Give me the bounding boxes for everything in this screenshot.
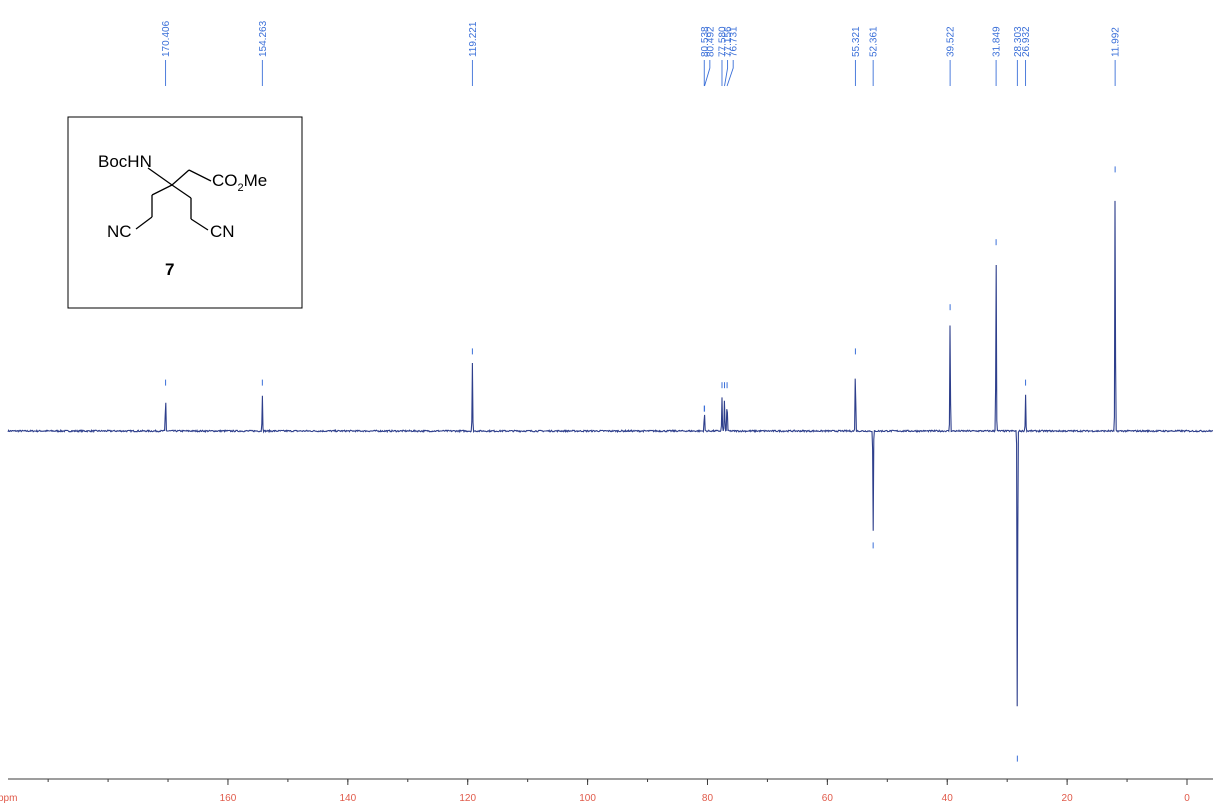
x-tick-label-20: 20 — [1062, 793, 1074, 804]
peak-label-12: 28.303 — [1013, 26, 1024, 57]
peak-label-2: 119.221 — [468, 21, 479, 57]
structure-bonds — [135, 167, 212, 231]
peak-label-0: 170.406 — [161, 20, 172, 57]
x-tick-label-120: 120 — [459, 793, 476, 804]
x-tick-label-60: 60 — [822, 793, 834, 804]
x-tick-label-100: 100 — [579, 793, 596, 804]
peak-label-1: 154.263 — [258, 20, 269, 57]
peak-connector-4 — [704, 60, 711, 87]
peak-label-13: 26.932 — [1021, 26, 1032, 57]
peak-label-3: 80.538 — [700, 26, 711, 57]
peak-label-6: 77.156 — [723, 26, 734, 57]
peak-connector-6 — [724, 60, 729, 87]
x-axis: 160 140 120 100 80 60 40 20 0 ppm — [0, 778, 1213, 804]
x-tick-label-140: 140 — [339, 793, 356, 804]
x-axis-major-ticks: 160 140 120 100 80 60 40 20 0 — [220, 779, 1190, 804]
structure-inset: BocHN CO2Me NC CN 7 — [67, 116, 303, 309]
peak-label-9: 52.361 — [869, 26, 880, 57]
compound-number: 7 — [165, 260, 174, 279]
ester-label: CO2Me — [212, 171, 267, 194]
peak-label-11: 31.849 — [992, 26, 1003, 57]
peak-markers — [165, 166, 1116, 762]
peak-label-connectors — [165, 60, 1116, 87]
nitrile-left-label: NC — [107, 222, 132, 241]
spectrum-trace — [7, 200, 1213, 707]
x-tick-label-0: 0 — [1184, 793, 1190, 804]
x-tick-label-80: 80 — [702, 793, 714, 804]
peak-label-7: 76.731 — [729, 26, 740, 57]
x-tick-label-160: 160 — [220, 793, 237, 804]
peak-connector-7 — [726, 60, 734, 87]
peak-label-8: 55.321 — [851, 26, 862, 57]
structure-frame — [67, 116, 303, 309]
peak-label-10: 39.522 — [946, 26, 957, 57]
peak-label-14: 11.992 — [1111, 27, 1122, 57]
nitrile-right-label: CN — [210, 222, 235, 241]
peak-label-4: 80.492 — [705, 26, 716, 57]
x-tick-label-40: 40 — [942, 793, 954, 804]
x-axis-title: ppm — [0, 793, 17, 804]
boc-amine-label: BocHN — [98, 152, 152, 171]
peak-label-5: 77.580 — [717, 26, 728, 57]
